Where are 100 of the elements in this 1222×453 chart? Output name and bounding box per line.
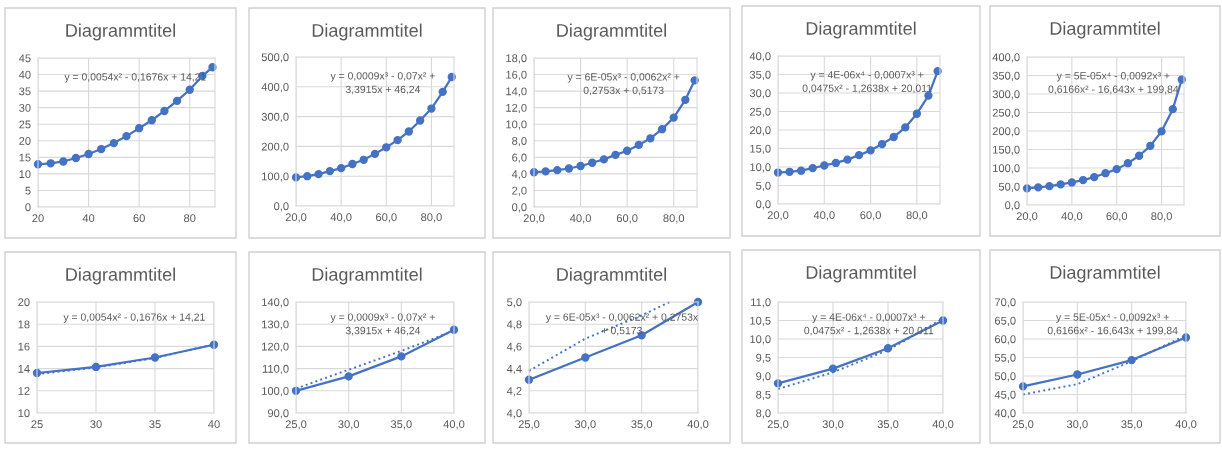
y-tick-label: 40 <box>18 70 31 79</box>
x-tick-label: 30,0 <box>1066 420 1088 430</box>
annotation: y = 0,0009x³ - 0,07x² + 3,3915x + 46,24 <box>330 72 435 95</box>
y-tick-label: 300,0 <box>261 112 289 123</box>
x-tick-label: 20 <box>32 214 44 223</box>
y-tick-label: 8,0 <box>756 409 771 419</box>
y-tick-label: 12 <box>18 387 30 395</box>
x-tick-label: 40,0 <box>443 420 465 430</box>
x-tick-label: 30 <box>90 420 102 429</box>
x-tick-label: 80,0 <box>421 213 442 223</box>
y-tick-label: 4,4 <box>506 364 522 375</box>
y-tick-label: 0,0 <box>274 202 289 212</box>
x-tick-label: 35,0 <box>877 420 899 430</box>
chart-title: Diagrammtitel <box>312 23 422 41</box>
y-tick-label: 10,5 <box>750 316 771 326</box>
y-tick-label: 4,2 <box>506 387 522 397</box>
y-tick-label: 35,0 <box>749 70 771 80</box>
chart-title: Diagrammtitel <box>1050 265 1160 283</box>
x-tick-label: 60,0 <box>616 214 638 224</box>
x-tick-label: 20,0 <box>1016 212 1038 222</box>
x-tick-label: 25,0 <box>1012 420 1034 430</box>
y-tick-label: 200,0 <box>261 142 289 152</box>
y-tick-label: 5,0 <box>756 181 771 191</box>
x-tick-label: 35,0 <box>631 420 653 430</box>
x-tick-label: 25,0 <box>285 420 307 430</box>
y-tick-label: 110,0 <box>262 364 289 375</box>
x-tick-label: 60,0 <box>1106 212 1128 222</box>
x-tick-label: 40,0 <box>687 420 709 430</box>
y-tick-label: 25,0 <box>749 107 771 117</box>
chart-title: Diagrammtitel <box>557 23 666 41</box>
x-tick-label: 40,0 <box>1175 420 1197 430</box>
x-tick-label: 40,0 <box>813 211 835 221</box>
y-tick-label: 50,0 <box>994 372 1016 382</box>
y-tick-label: 40,0 <box>994 409 1016 419</box>
y-tick-label: 45 <box>18 54 31 63</box>
x-tick-label: 35 <box>149 420 161 429</box>
y-tick-label: 30 <box>19 103 31 112</box>
y-tick-label: 150,0 <box>993 145 1020 155</box>
x-tick-label: 40 <box>208 420 220 429</box>
y-tick-label: 65,0 <box>995 316 1016 326</box>
y-tick-label: 250,0 <box>992 108 1020 118</box>
y-tick-label: 10,0 <box>750 163 771 173</box>
y-tick-label: 11,0 <box>751 298 771 308</box>
x-tick-label: 80,0 <box>1151 212 1172 222</box>
y-tick-label: 40,0 <box>749 52 771 62</box>
y-tick-label: 0,0 <box>1005 201 1020 211</box>
y-tick-label: 35 <box>19 87 31 96</box>
y-tick-label: 10,0 <box>750 335 771 345</box>
annotation: y = 0,0054x² - 0,1676x + 14,21 <box>63 313 205 323</box>
chart-title: Diagrammtitel <box>806 21 916 39</box>
y-tick-label: 5,0 <box>507 298 522 308</box>
y-tick-label: 18 <box>18 320 30 329</box>
chart-title: Diagrammtitel <box>1050 21 1160 39</box>
x-tick-label: 35,0 <box>1121 420 1143 430</box>
x-tick-label: 30,0 <box>574 420 596 430</box>
y-tick-label: 70,0 <box>995 298 1016 308</box>
x-tick-label: 20,0 <box>767 211 789 221</box>
y-tick-label: 0,0 <box>512 203 527 213</box>
x-tick-label: 40,0 <box>1061 212 1083 222</box>
x-tick-label: 25,0 <box>767 420 789 430</box>
x-tick-label: 40,0 <box>330 213 352 223</box>
x-tick-label: 60 <box>133 214 145 223</box>
y-tick-label: 10,0 <box>506 120 527 130</box>
x-tick-label: 30,0 <box>822 420 844 430</box>
y-tick-label: 4,8 <box>506 320 522 330</box>
y-tick-label: 90,0 <box>267 409 289 419</box>
y-tick-label: 16,0 <box>506 70 527 80</box>
y-tick-label: 120,0 <box>262 342 289 352</box>
x-tick-label: 40 <box>82 214 95 223</box>
annotation: y = 0,0009x³ - 0,07x² + 3,3915x + 46,24 <box>330 313 435 336</box>
y-tick-label: 25 <box>19 120 31 129</box>
y-tick-label: 300,0 <box>992 90 1020 100</box>
x-tick-label: 80,0 <box>906 211 928 221</box>
y-tick-label: 8,0 <box>512 137 527 147</box>
y-tick-label: 14,0 <box>506 87 527 97</box>
chart-title: Diagrammtitel <box>66 267 175 285</box>
chart-title: Diagrammtitel <box>312 267 422 285</box>
y-tick-label: 15 <box>19 153 31 162</box>
chart-title: Diagrammtitel <box>66 23 175 41</box>
y-tick-label: 20 <box>19 137 31 145</box>
y-tick-label: 20,0 <box>749 126 771 136</box>
y-tick-label: 350,0 <box>992 71 1020 81</box>
y-tick-label: 30,0 <box>749 89 771 99</box>
x-tick-label: 80 <box>184 214 196 223</box>
y-tick-label: 18,0 <box>506 54 527 64</box>
y-tick-label: 2,0 <box>512 186 527 196</box>
y-tick-label: 0 <box>25 203 31 212</box>
y-tick-label: 200,0 <box>992 127 1020 137</box>
x-tick-label: 20,0 <box>285 213 307 223</box>
x-tick-label: 40,0 <box>570 214 591 224</box>
y-tick-label: 55,0 <box>994 353 1016 363</box>
y-tick-label: 10 <box>18 409 30 418</box>
y-tick-label: 400,0 <box>992 53 1020 63</box>
chart-title: Diagrammtitel <box>806 265 916 283</box>
y-tick-label: 4,6 <box>506 342 522 352</box>
x-tick-label: 80,0 <box>663 214 685 224</box>
y-tick-label: 100,0 <box>262 387 289 397</box>
x-tick-label: 35,0 <box>390 420 412 430</box>
y-tick-label: 8,5 <box>756 390 771 400</box>
y-tick-label: 0,0 <box>756 200 771 210</box>
